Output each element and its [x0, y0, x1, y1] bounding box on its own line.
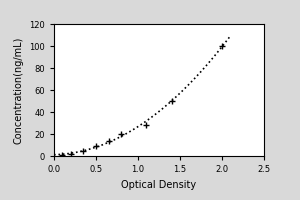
- X-axis label: Optical Density: Optical Density: [122, 180, 196, 190]
- Y-axis label: Concentration(ng/mL): Concentration(ng/mL): [14, 36, 24, 144]
